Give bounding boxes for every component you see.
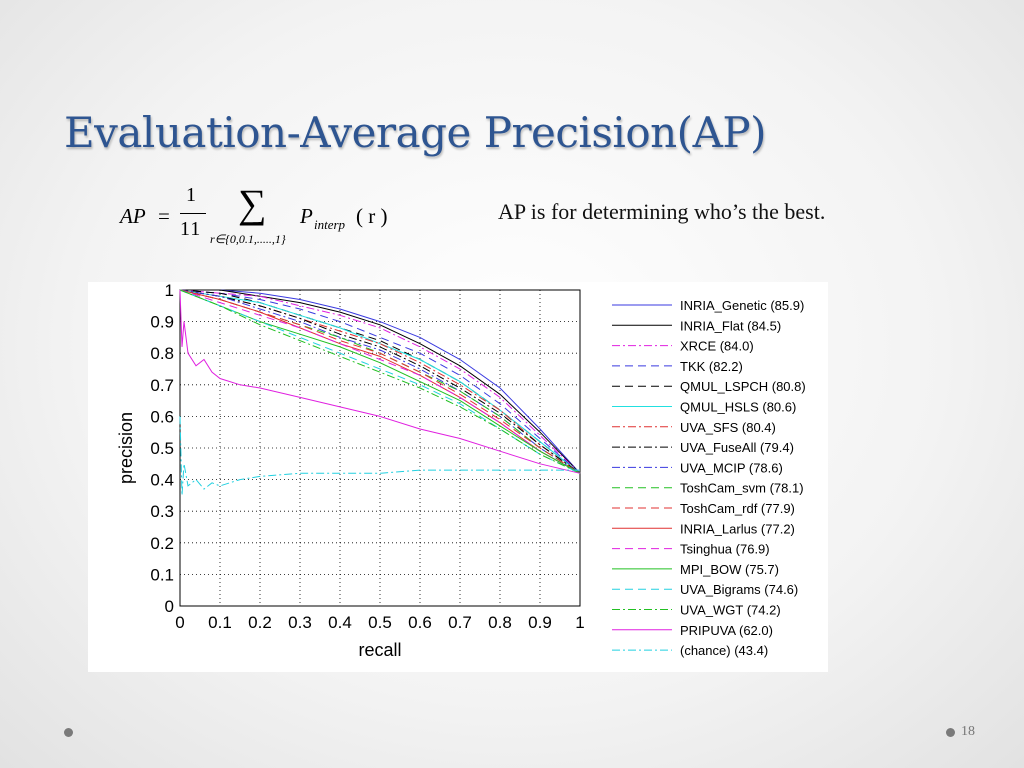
legend-label: (chance) (43.4) xyxy=(680,643,768,658)
x-tick-label: 0.3 xyxy=(288,613,312,632)
x-tick-label: 0.4 xyxy=(328,613,352,632)
legend-label: QMUL_HSLS (80.6) xyxy=(680,400,796,415)
y-tick-label: 0.1 xyxy=(150,565,174,584)
legend-label: UVA_FuseAll (79.4) xyxy=(680,440,794,455)
legend-label: UVA_MCIP (78.6) xyxy=(680,460,783,475)
legend-label: UVA_WGT (74.2) xyxy=(680,603,781,618)
x-axis-label: recall xyxy=(358,640,401,660)
series-line xyxy=(179,289,581,474)
x-tick-label: 1 xyxy=(575,613,584,632)
series-line xyxy=(179,289,581,474)
page-number: 18 xyxy=(961,724,975,739)
x-tick-label: 0.9 xyxy=(528,613,552,632)
legend-label: INRIA_Genetic (85.9) xyxy=(680,298,804,313)
legend-label: TKK (82.2) xyxy=(680,359,743,374)
y-tick-label: 0.7 xyxy=(150,376,174,395)
x-tick-label: 0.6 xyxy=(408,613,432,632)
y-tick-label: 0.2 xyxy=(150,534,174,553)
legend-label: PRIPUVA (62.0) xyxy=(680,623,773,638)
series-line xyxy=(179,416,580,496)
series-line xyxy=(179,289,581,474)
series-line xyxy=(179,289,581,474)
series-line xyxy=(180,289,581,474)
legend-label: UVA_SFS (80.4) xyxy=(680,420,776,435)
y-tick-label: 0.8 xyxy=(150,344,174,363)
legend-label: INRIA_Flat (84.5) xyxy=(680,318,781,333)
ap-formula: AP = 1 11 ∑ r∈{0,0.1,.....,1} P interp (… xyxy=(120,181,400,254)
formula-sum-subscript: r∈{0,0.1,.....,1} xyxy=(210,232,286,246)
y-tick-label: 0.9 xyxy=(150,313,174,332)
y-tick-label: 0.3 xyxy=(150,502,174,521)
series-line xyxy=(179,289,581,474)
formula-fraction-bar xyxy=(180,213,206,214)
series-line xyxy=(179,289,581,474)
x-tick-label: 0.2 xyxy=(248,613,272,632)
legend-label: INRIA_Larlus (77.2) xyxy=(680,521,795,536)
y-tick-label: 0 xyxy=(165,597,174,616)
y-tick-label: 0.6 xyxy=(150,407,174,426)
slide-title: Evaluation-Average Precision(AP) xyxy=(64,108,767,157)
y-axis-label: precision xyxy=(116,412,136,484)
legend-label: ToshCam_svm (78.1) xyxy=(680,481,804,496)
legend-label: MPI_BOW (75.7) xyxy=(680,562,779,577)
y-tick-label: 1 xyxy=(165,282,174,300)
legend-label: ToshCam_rdf (77.9) xyxy=(680,501,795,516)
bottom-right-bullet xyxy=(946,728,955,737)
legend-label: UVA_Bigrams (74.6) xyxy=(680,582,798,597)
legend-label: QMUL_LSPCH (80.8) xyxy=(680,379,806,394)
slide-note: AP is for determining who’s the best. xyxy=(498,199,826,224)
legend-label: XRCE (84.0) xyxy=(680,339,754,354)
formula-p: P xyxy=(300,204,313,228)
formula-lhs: AP xyxy=(120,204,146,228)
bottom-left-bullet xyxy=(64,728,73,737)
y-tick-label: 0.5 xyxy=(150,439,174,458)
formula-denominator: 11 xyxy=(180,218,202,240)
x-tick-label: 0.5 xyxy=(368,613,392,632)
x-tick-label: 0.7 xyxy=(448,613,472,632)
formula-equals: = xyxy=(158,204,170,228)
y-tick-label: 0.4 xyxy=(150,471,174,490)
formula-numerator: 1 xyxy=(186,184,196,206)
x-tick-label: 0 xyxy=(175,613,184,632)
x-tick-label: 0.1 xyxy=(208,613,232,632)
series-line xyxy=(180,289,581,474)
chart-svg: 0 0.1 0.2 0.3 0.4 0.5 0.6 0.7 0.8 0.9 1 0 0.1 0.2 0.3 0… xyxy=(116,281,806,660)
series-line xyxy=(179,289,581,474)
series-line xyxy=(179,289,581,474)
series-line xyxy=(179,289,581,474)
precision-recall-chart: 0 0.1 0.2 0.3 0.4 0.5 0.6 0.7 0.8 0.9 1 0 0.1 0.2 0.3 0… xyxy=(88,281,828,672)
formula-sum-symbol: ∑ xyxy=(238,181,267,226)
formula-p-subscript: interp xyxy=(314,217,346,232)
formula-argument: ( r ) xyxy=(356,204,388,228)
legend-label: Tsinghua (76.9) xyxy=(680,542,770,557)
x-tick-label: 0.8 xyxy=(488,613,512,632)
